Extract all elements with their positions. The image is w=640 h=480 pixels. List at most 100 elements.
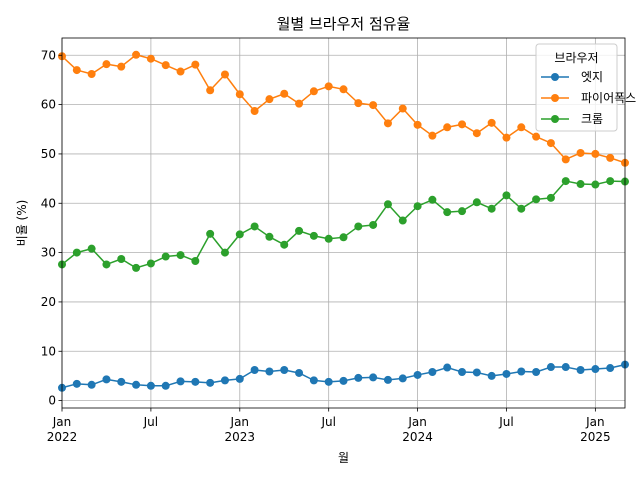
data-point xyxy=(265,95,274,104)
data-point xyxy=(146,381,155,390)
data-point xyxy=(339,376,348,385)
data-point xyxy=(443,363,452,372)
data-point xyxy=(487,118,496,127)
data-point xyxy=(532,132,541,141)
y-tick-label: 40 xyxy=(41,196,56,210)
legend-label: 엣지 xyxy=(581,70,603,84)
x-tick-label: Jan xyxy=(585,415,605,429)
data-point xyxy=(487,371,496,380)
data-point xyxy=(354,373,363,382)
data-point xyxy=(176,251,185,260)
data-point xyxy=(561,155,570,164)
x-tick-label: Jan xyxy=(230,415,250,429)
data-point xyxy=(369,220,378,229)
data-point xyxy=(561,363,570,372)
data-point xyxy=(517,204,526,213)
data-point xyxy=(413,202,422,211)
data-point xyxy=(102,260,111,269)
data-point xyxy=(117,377,126,386)
data-point xyxy=(354,222,363,231)
data-point xyxy=(591,149,600,158)
data-point xyxy=(487,204,496,213)
data-point xyxy=(161,61,170,70)
data-point xyxy=(606,177,615,186)
data-point xyxy=(235,90,244,99)
data-point xyxy=(354,99,363,108)
legend-swatch-marker xyxy=(551,94,559,102)
data-point xyxy=(502,369,511,378)
data-point xyxy=(102,60,111,69)
data-point xyxy=(458,367,467,376)
data-point xyxy=(117,62,126,71)
data-point xyxy=(146,259,155,268)
data-point xyxy=(517,367,526,376)
data-point xyxy=(428,195,437,204)
x-tick-year-label: 2022 xyxy=(47,430,78,444)
data-point xyxy=(72,379,81,388)
data-point xyxy=(502,133,511,142)
legend-label: 파이어폭스 xyxy=(581,91,636,105)
data-point xyxy=(176,67,185,76)
data-point xyxy=(102,375,111,384)
data-point xyxy=(383,200,392,209)
chart-title: 월별 브라우저 점유율 xyxy=(277,15,411,33)
data-point xyxy=(369,373,378,382)
data-point xyxy=(87,380,96,389)
x-tick-label: Jan xyxy=(407,415,427,429)
data-point xyxy=(309,376,318,385)
data-point xyxy=(146,54,155,63)
data-point xyxy=(517,123,526,132)
data-point xyxy=(72,248,81,257)
data-point xyxy=(546,363,555,372)
data-point xyxy=(280,89,289,98)
data-point xyxy=(220,376,229,385)
data-point xyxy=(220,248,229,257)
data-point xyxy=(369,101,378,110)
data-point xyxy=(472,129,481,138)
x-tick-label: Jul xyxy=(498,415,513,429)
data-point xyxy=(176,377,185,386)
data-point xyxy=(546,139,555,148)
x-tick-year-label: 2024 xyxy=(402,430,433,444)
data-point xyxy=(324,82,333,91)
y-tick-label: 10 xyxy=(41,344,56,358)
data-point xyxy=(265,367,274,376)
x-tick-label: Jul xyxy=(143,415,158,429)
data-point xyxy=(591,365,600,374)
y-tick-label: 50 xyxy=(41,147,56,161)
x-tick-label: Jul xyxy=(320,415,335,429)
data-point xyxy=(561,177,570,186)
data-point xyxy=(428,367,437,376)
data-point xyxy=(132,380,141,389)
legend-item: 파이어폭스 xyxy=(541,91,636,105)
data-point xyxy=(502,191,511,200)
data-point xyxy=(606,364,615,373)
data-point xyxy=(472,198,481,207)
data-point xyxy=(206,86,215,95)
data-point xyxy=(576,148,585,157)
data-point xyxy=(206,378,215,387)
data-point xyxy=(235,374,244,383)
y-tick-label: 60 xyxy=(41,98,56,112)
data-point xyxy=(191,256,200,265)
data-point xyxy=(576,180,585,189)
data-point xyxy=(339,233,348,242)
data-point xyxy=(443,208,452,217)
x-tick-year-label: 2025 xyxy=(580,430,611,444)
data-point xyxy=(191,60,200,69)
data-point xyxy=(413,120,422,129)
data-point xyxy=(398,104,407,113)
data-point xyxy=(250,222,259,231)
data-point xyxy=(250,107,259,116)
data-point xyxy=(295,226,304,235)
y-tick-label: 0 xyxy=(48,394,56,408)
data-point xyxy=(280,240,289,249)
data-point xyxy=(206,229,215,238)
legend-box xyxy=(535,43,618,132)
y-tick-label: 20 xyxy=(41,295,56,309)
legend-item: 엣지 xyxy=(541,70,603,84)
plot-frame xyxy=(61,37,626,409)
data-point xyxy=(398,374,407,383)
